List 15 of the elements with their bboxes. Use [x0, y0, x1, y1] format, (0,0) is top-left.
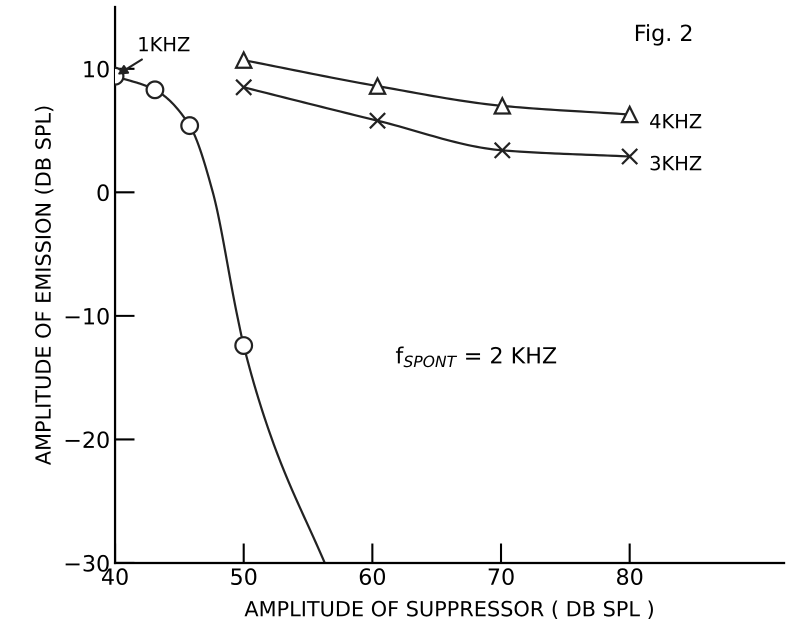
y-tick-label: 10 [84, 60, 109, 78]
x-axis-title: AMPLITUDE OF SUPPRESSOR ( DB SPL ) [244, 600, 653, 620]
x-tick-label: 50 [231, 568, 256, 586]
x-tick-label: 80 [617, 568, 642, 586]
series-label: 3KHZ [650, 156, 702, 170]
y-tick-label: −10 [66, 308, 109, 325]
series-label: 4KHZ [650, 114, 702, 128]
series-label: 1KHZ [139, 37, 190, 52]
y-tick-label: 0 [98, 184, 109, 202]
y-axis-title: AMPLITUDE OF EMISSION (DB SPL) [34, 106, 54, 466]
annotation: Fig. 2 [636, 24, 692, 46]
x-tick-label: 70 [488, 568, 514, 586]
y-tick-label: −20 [66, 431, 109, 448]
annotation: f$_{SPONT}$ = 2 KHZ [396, 346, 556, 368]
x-tick-label: 60 [360, 568, 386, 586]
